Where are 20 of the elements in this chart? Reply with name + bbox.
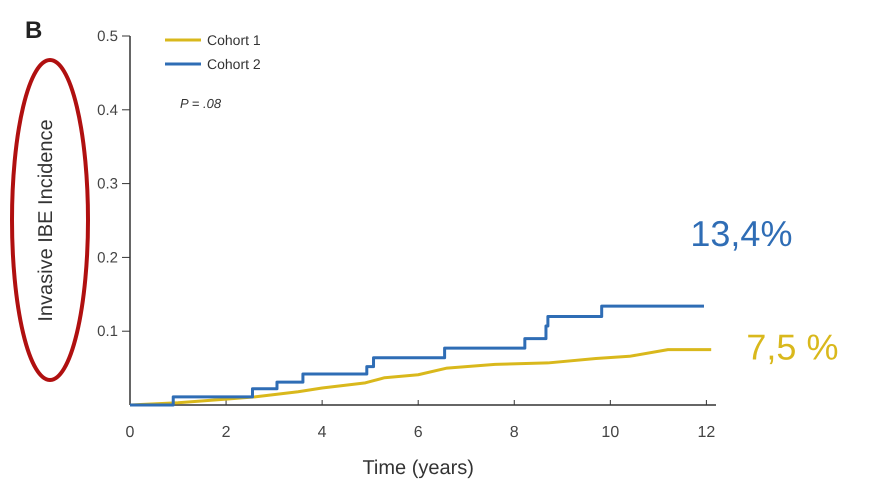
x-tick-label: 6 bbox=[414, 424, 423, 441]
y-tick-label: 0.4 bbox=[97, 102, 118, 119]
legend-label: Cohort 2 bbox=[207, 56, 261, 72]
chart-title: B bbox=[25, 17, 42, 44]
annotation: P = .08 bbox=[180, 96, 222, 111]
y-tick-label: 0.1 bbox=[97, 323, 118, 340]
y-tick-label: 0.5 bbox=[97, 28, 118, 45]
y-axis-title: Invasive IBE Incidence bbox=[35, 119, 57, 322]
x-axis-title: Time (years) bbox=[362, 457, 474, 479]
x-tick-label: 4 bbox=[318, 424, 327, 441]
y-tick-label: 0.2 bbox=[97, 249, 118, 266]
annotation: 7,5 % bbox=[746, 326, 838, 368]
y-tick-label: 0.3 bbox=[97, 176, 118, 193]
x-tick-label: 0 bbox=[126, 424, 135, 441]
x-tick-label: 8 bbox=[510, 424, 519, 441]
x-tick-label: 2 bbox=[222, 424, 231, 441]
legend-label: Cohort 1 bbox=[207, 32, 261, 48]
annotation: 13,4% bbox=[690, 213, 792, 254]
x-tick-label: 12 bbox=[697, 424, 716, 441]
x-tick-label: 10 bbox=[601, 424, 620, 441]
